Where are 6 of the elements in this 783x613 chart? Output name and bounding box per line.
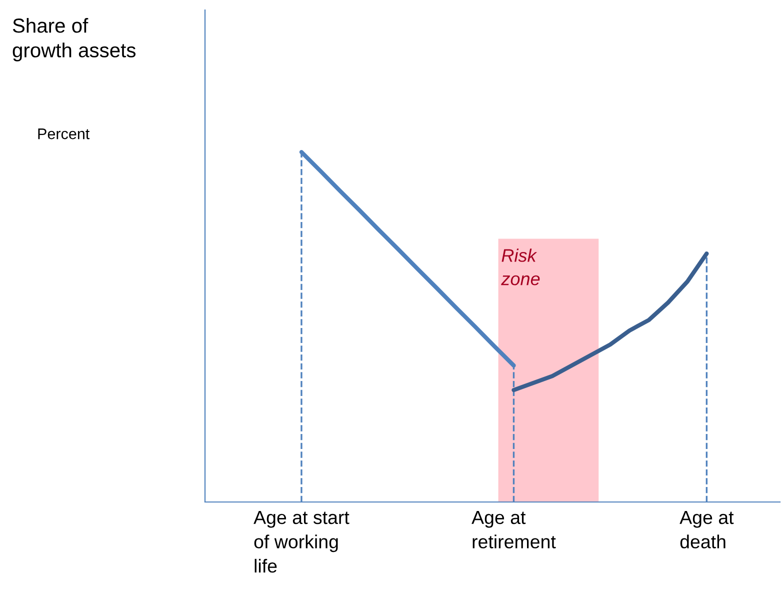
x-tick-label: Age at start of working life	[254, 511, 350, 573]
text: Percent	[38, 128, 90, 140]
x-tick-label: Age at death	[680, 511, 734, 548]
x-tick-label: Age at retirement	[472, 511, 556, 548]
text: Share of growth assets	[12, 18, 136, 62]
annotation: Risk zone	[501, 248, 540, 286]
